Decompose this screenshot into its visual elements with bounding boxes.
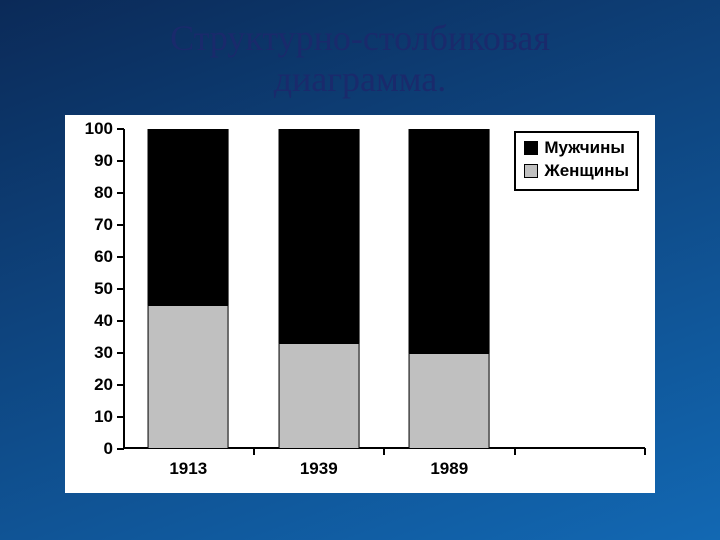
bar-segment-lower bbox=[409, 353, 490, 449]
legend-item: Женщины bbox=[524, 160, 629, 183]
slide-title: Структурно-столбиковаядиаграмма. bbox=[0, 18, 720, 101]
bar-stack bbox=[278, 129, 359, 449]
y-tick-label: 60 bbox=[65, 247, 113, 267]
bar-stack bbox=[409, 129, 490, 449]
legend-item: Мужчины bbox=[524, 137, 629, 160]
bar-slot bbox=[123, 129, 254, 449]
y-tick-label: 30 bbox=[65, 343, 113, 363]
y-axis: 0 10 20 30 40 50 60 70 80 90 100 bbox=[65, 115, 119, 493]
y-tick-label: 10 bbox=[65, 407, 113, 427]
bar-segment-lower bbox=[278, 343, 359, 449]
y-tick-label: 50 bbox=[65, 279, 113, 299]
legend-label: Мужчины bbox=[544, 137, 625, 160]
slide: Структурно-столбиковаядиаграмма. 1913 193… bbox=[0, 0, 720, 540]
y-tick-label: 90 bbox=[65, 151, 113, 171]
bar-slot bbox=[384, 129, 515, 449]
y-tick-label: 100 bbox=[65, 119, 113, 139]
x-tick-mark bbox=[514, 448, 516, 455]
legend-swatch bbox=[524, 164, 538, 178]
x-tick-mark bbox=[253, 448, 255, 455]
bar-stack bbox=[148, 129, 229, 449]
legend: МужчиныЖенщины bbox=[514, 131, 639, 191]
y-tick-label: 70 bbox=[65, 215, 113, 235]
y-tick-label: 80 bbox=[65, 183, 113, 203]
bar-segment-upper bbox=[409, 129, 490, 353]
x-tick-mark bbox=[644, 448, 646, 455]
y-tick-label: 40 bbox=[65, 311, 113, 331]
bar-slot bbox=[254, 129, 385, 449]
bar-segment-lower bbox=[148, 305, 229, 449]
bar-segment-upper bbox=[278, 129, 359, 343]
x-tick-label: 1939 bbox=[300, 459, 338, 479]
legend-label: Женщины bbox=[544, 160, 629, 183]
y-tick-label: 0 bbox=[65, 439, 113, 459]
legend-swatch bbox=[524, 141, 538, 155]
x-tick-mark bbox=[383, 448, 385, 455]
y-tick-label: 20 bbox=[65, 375, 113, 395]
x-tick-label: 1989 bbox=[430, 459, 468, 479]
x-tick-label: 1913 bbox=[169, 459, 207, 479]
chart-panel: 1913 1939 1989 0 10 20 30 40 50 60 70 80 90 100 Мужч… bbox=[65, 115, 655, 493]
bar-segment-upper bbox=[148, 129, 229, 305]
